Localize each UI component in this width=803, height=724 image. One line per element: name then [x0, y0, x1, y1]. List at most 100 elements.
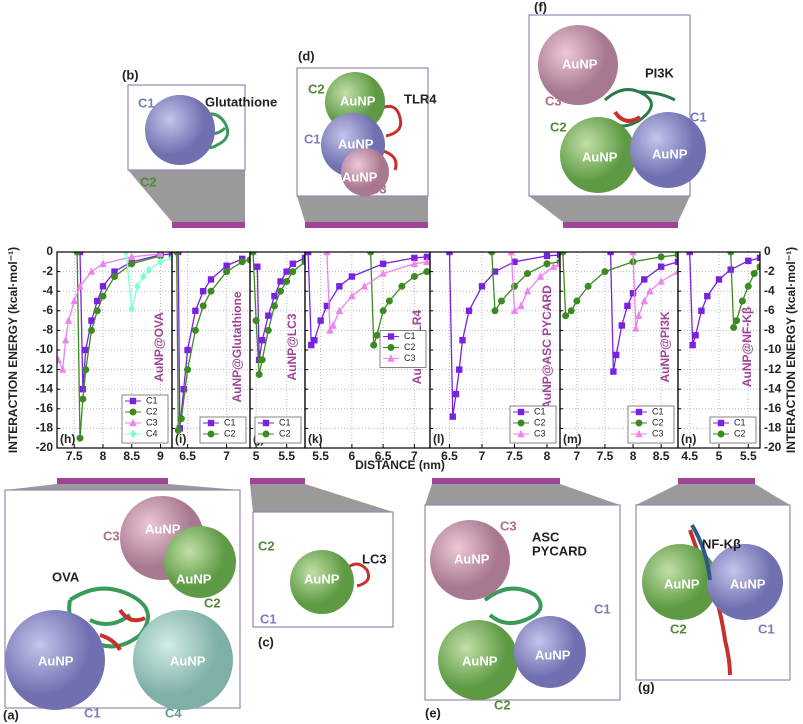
conformer-label: C2 — [258, 538, 275, 553]
marker — [750, 270, 758, 278]
marker — [61, 336, 70, 344]
series — [305, 252, 430, 349]
protein-label: PYCARD — [532, 543, 587, 558]
marker — [184, 366, 192, 374]
legend-label: C2 — [224, 428, 236, 438]
marker — [610, 368, 617, 375]
marker — [94, 297, 101, 305]
marker — [715, 276, 723, 283]
marker — [727, 266, 734, 273]
conformer-label: C1 — [304, 131, 321, 146]
marker — [207, 430, 215, 438]
marker — [73, 252, 81, 256]
marker — [93, 307, 101, 315]
marker — [373, 331, 381, 339]
nanoparticle — [642, 544, 718, 620]
inset-label: (f) — [534, 0, 547, 14]
conformer-label: C2 — [670, 621, 687, 636]
marker — [629, 289, 637, 297]
marker — [556, 259, 560, 267]
legend-label: C1 — [279, 417, 291, 427]
protein — [99, 608, 146, 651]
marker — [129, 408, 137, 416]
marker — [717, 419, 725, 427]
connector — [425, 484, 620, 505]
nanoparticle — [164, 526, 236, 598]
x-tick-label: 6 — [349, 449, 356, 463]
marker — [262, 430, 270, 438]
marker — [271, 292, 278, 300]
series — [560, 252, 678, 375]
marker — [549, 262, 558, 270]
nanoparticle — [341, 148, 389, 196]
marker — [82, 346, 89, 354]
marker — [523, 287, 532, 295]
inset-label: (a) — [3, 707, 19, 722]
marker — [88, 317, 95, 324]
x-tick-label: 8.5 — [653, 449, 670, 463]
marker — [145, 265, 153, 274]
marker — [379, 269, 387, 277]
marker — [465, 307, 473, 314]
legend-box — [121, 394, 169, 444]
marker — [258, 356, 266, 364]
protein — [613, 110, 642, 123]
marker — [79, 386, 87, 393]
marker — [88, 326, 95, 334]
marker — [277, 278, 284, 285]
y-tick-label: -18 — [764, 421, 782, 435]
marker — [674, 258, 678, 265]
marker — [157, 257, 164, 266]
marker — [674, 267, 678, 275]
marker — [491, 307, 499, 315]
x-tick-label: 5 — [716, 449, 723, 463]
sphere-label: AuNP — [730, 576, 766, 591]
marker — [360, 282, 369, 290]
sphere-label: AuNP — [462, 653, 498, 668]
x-tick-label: 7.5 — [506, 449, 523, 463]
marker — [129, 429, 137, 439]
protein-label: NF-Kβ — [702, 536, 741, 551]
marker — [738, 297, 746, 305]
connector-bar — [305, 222, 428, 228]
marker — [385, 297, 393, 305]
legend-label: C1 — [652, 406, 664, 416]
marker — [517, 301, 525, 310]
marker — [283, 268, 290, 275]
connector — [250, 484, 393, 512]
marker — [140, 272, 147, 281]
marker — [317, 317, 324, 324]
legend-label: C2 — [279, 428, 291, 438]
marker — [191, 326, 199, 334]
marker — [156, 252, 165, 258]
marker — [283, 277, 291, 285]
legend-label: C1 — [224, 417, 236, 427]
panel-title: AuNP@Glutathione — [230, 291, 244, 402]
marker — [733, 317, 741, 325]
marker — [507, 252, 515, 256]
y-tick-label: -6 — [764, 303, 775, 317]
nanoparticle — [630, 112, 706, 188]
marker — [562, 312, 570, 320]
sphere-label: AuNP — [170, 653, 206, 668]
conformer-label: C2 — [308, 81, 325, 96]
marker — [326, 326, 334, 334]
protein — [343, 562, 371, 588]
marker — [207, 287, 215, 295]
marker — [641, 276, 648, 283]
marker — [99, 283, 107, 290]
marker — [99, 259, 107, 267]
legend-box — [254, 416, 302, 444]
marker — [632, 324, 640, 332]
y-axis-label: INTERACTION ENERGY (kcal·mol⁻¹) — [6, 247, 20, 453]
series — [250, 252, 305, 378]
inset-label: (e) — [425, 705, 441, 720]
marker — [259, 337, 266, 344]
marker — [730, 323, 738, 331]
marker — [543, 252, 551, 260]
connector-bar — [563, 222, 678, 228]
legend-label: C2 — [534, 417, 546, 427]
y-tick-label: -8 — [764, 323, 775, 337]
inset-label: (b) — [122, 67, 139, 82]
marker — [264, 326, 272, 334]
